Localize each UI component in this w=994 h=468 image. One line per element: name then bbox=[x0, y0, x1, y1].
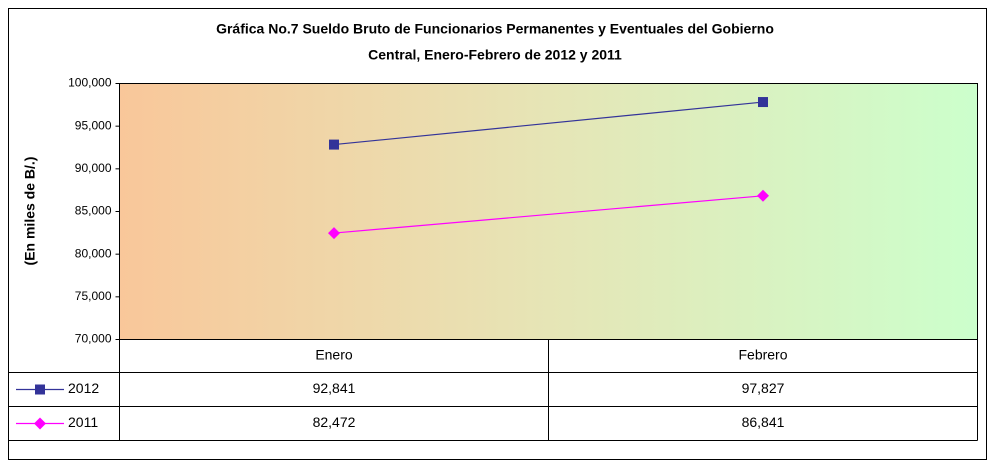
y-tick-label: 75,000 bbox=[75, 289, 112, 303]
legend-label: 2012 bbox=[68, 380, 99, 396]
data-label: 97,827 bbox=[742, 380, 785, 396]
y-tick-label: 100,000 bbox=[68, 76, 112, 90]
data-label: 86,841 bbox=[742, 414, 785, 430]
plot-area bbox=[119, 83, 978, 340]
y-axis-label: (En miles de B/.) bbox=[22, 157, 38, 266]
point bbox=[328, 227, 340, 240]
point bbox=[757, 189, 769, 202]
data-label: 92,841 bbox=[313, 380, 356, 396]
series-line bbox=[333, 195, 764, 234]
data-label: 82,472 bbox=[313, 414, 356, 430]
point bbox=[35, 384, 45, 395]
chart-title: Central, Enero-Febrero de 2012 y 2011 bbox=[368, 47, 622, 63]
point bbox=[329, 139, 339, 150]
y-tick-label: 85,000 bbox=[75, 204, 112, 218]
point bbox=[758, 97, 768, 108]
legend-label: 2011 bbox=[68, 414, 98, 430]
x-tick-label: Enero bbox=[315, 347, 353, 363]
chart-title: Gráfica No.7 Sueldo Bruto de Funcionario… bbox=[216, 21, 774, 37]
y-tick-label: 80,000 bbox=[75, 246, 112, 260]
y-tick-label: 70,000 bbox=[75, 332, 112, 346]
y-tick-label: 90,000 bbox=[75, 161, 112, 175]
point bbox=[34, 417, 46, 430]
x-tick-label: Febrero bbox=[738, 347, 787, 363]
series-line bbox=[333, 101, 764, 146]
y-tick-label: 95,000 bbox=[75, 118, 112, 132]
